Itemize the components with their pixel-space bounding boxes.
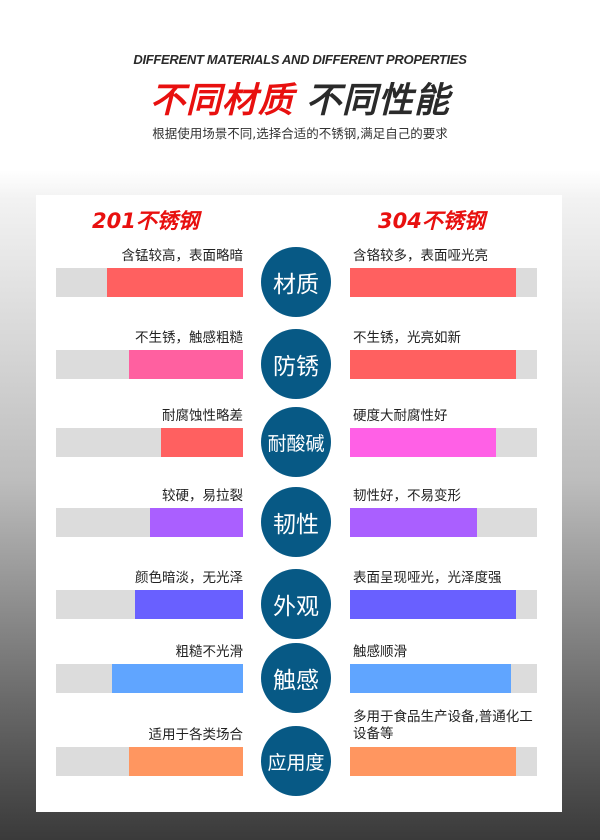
left-level-bar (56, 268, 243, 297)
column-header-201: 201不锈钢 (92, 209, 199, 233)
comparison-row: 不生锈，触感粗糙 防锈 不生锈，光亮如新 (0, 329, 600, 410)
right-level-bar (350, 268, 537, 297)
title-red: 不同材质 (149, 81, 294, 121)
right-level-bar (350, 508, 537, 537)
category-badge: 防锈 (261, 329, 331, 399)
left-level-bar (56, 747, 243, 776)
right-level-bar (350, 590, 537, 619)
right-level-fill (350, 664, 511, 693)
right-description: 表面呈现哑光，光泽度强 (353, 570, 502, 586)
comparison-row: 颜色暗淡，无光泽 外观 表面呈现哑光，光泽度强 (0, 569, 600, 650)
comparison-row: 含锰较高，表面略暗 材质 含铬较多，表面哑光亮 (0, 247, 600, 328)
left-description: 适用于各类场合 (148, 727, 244, 743)
right-level-bar (350, 350, 537, 379)
left-level-bar (56, 590, 243, 619)
left-level-bar (56, 350, 243, 379)
right-level-bar (350, 428, 537, 457)
right-description: 触感顺滑 (353, 644, 407, 660)
left-description: 较硬，易拉裂 (162, 488, 243, 504)
right-description: 含铬较多，表面哑光亮 (353, 248, 488, 264)
column-header-304: 304不锈钢 (378, 209, 485, 233)
right-level-fill (350, 268, 517, 297)
left-description: 耐腐蚀性略差 (162, 408, 243, 424)
left-description: 不生锈，触感粗糙 (135, 330, 243, 346)
left-description: 颜色暗淡，无光泽 (135, 570, 243, 586)
comparison-row: 粗糙不光滑 触感 触感顺滑 (0, 643, 600, 724)
right-level-fill (350, 350, 517, 379)
category-badge: 外观 (261, 569, 331, 639)
comparison-row: 适用于各类场合 应用度 多用于食品生产设备,普通化工设备等 (0, 709, 600, 807)
right-description: 硬度大耐腐性好 (353, 408, 448, 424)
left-level-fill (128, 350, 243, 379)
left-level-bar (56, 508, 243, 537)
comparison-row: 较硬，易拉裂 韧性 韧性好，不易变形 (0, 487, 600, 568)
right-level-bar (350, 664, 537, 693)
right-description: 不生锈，光亮如新 (353, 330, 461, 346)
right-level-bar (350, 747, 537, 776)
right-level-fill (350, 428, 496, 457)
category-badge: 材质 (261, 247, 331, 317)
left-level-bar (56, 428, 243, 457)
right-description: 多用于食品生产设备,普通化工设备等 (353, 709, 533, 742)
title-dark: 不同性能 (306, 81, 451, 121)
left-level-fill (106, 268, 243, 297)
category-badge: 耐酸碱 (261, 407, 331, 477)
left-level-fill (134, 590, 243, 619)
subtitle: 根据使用场景不同,选择合适的不锈钢,满足自己的要求 (152, 126, 448, 141)
category-badge: 触感 (261, 643, 331, 713)
right-level-fill (350, 590, 517, 619)
right-description: 韧性好，不易变形 (353, 488, 461, 504)
english-title: DIFFERENT MATERIALS AND DIFFERENT PROPER… (133, 52, 467, 67)
category-badge: 应用度 (261, 726, 331, 796)
left-description: 粗糙不光滑 (175, 644, 244, 660)
left-description: 含锰较高，表面略暗 (121, 248, 244, 264)
left-level-fill (112, 664, 243, 693)
left-level-fill (160, 428, 243, 457)
right-level-fill (350, 747, 517, 776)
comparison-row: 耐腐蚀性略差 耐酸碱 硬度大耐腐性好 (0, 407, 600, 488)
page-title: 不同材质 不同性能 (0, 72, 600, 123)
left-level-fill (128, 747, 243, 776)
left-level-fill (149, 508, 243, 537)
right-level-fill (350, 508, 478, 537)
category-badge: 韧性 (261, 487, 331, 557)
left-level-bar (56, 664, 243, 693)
